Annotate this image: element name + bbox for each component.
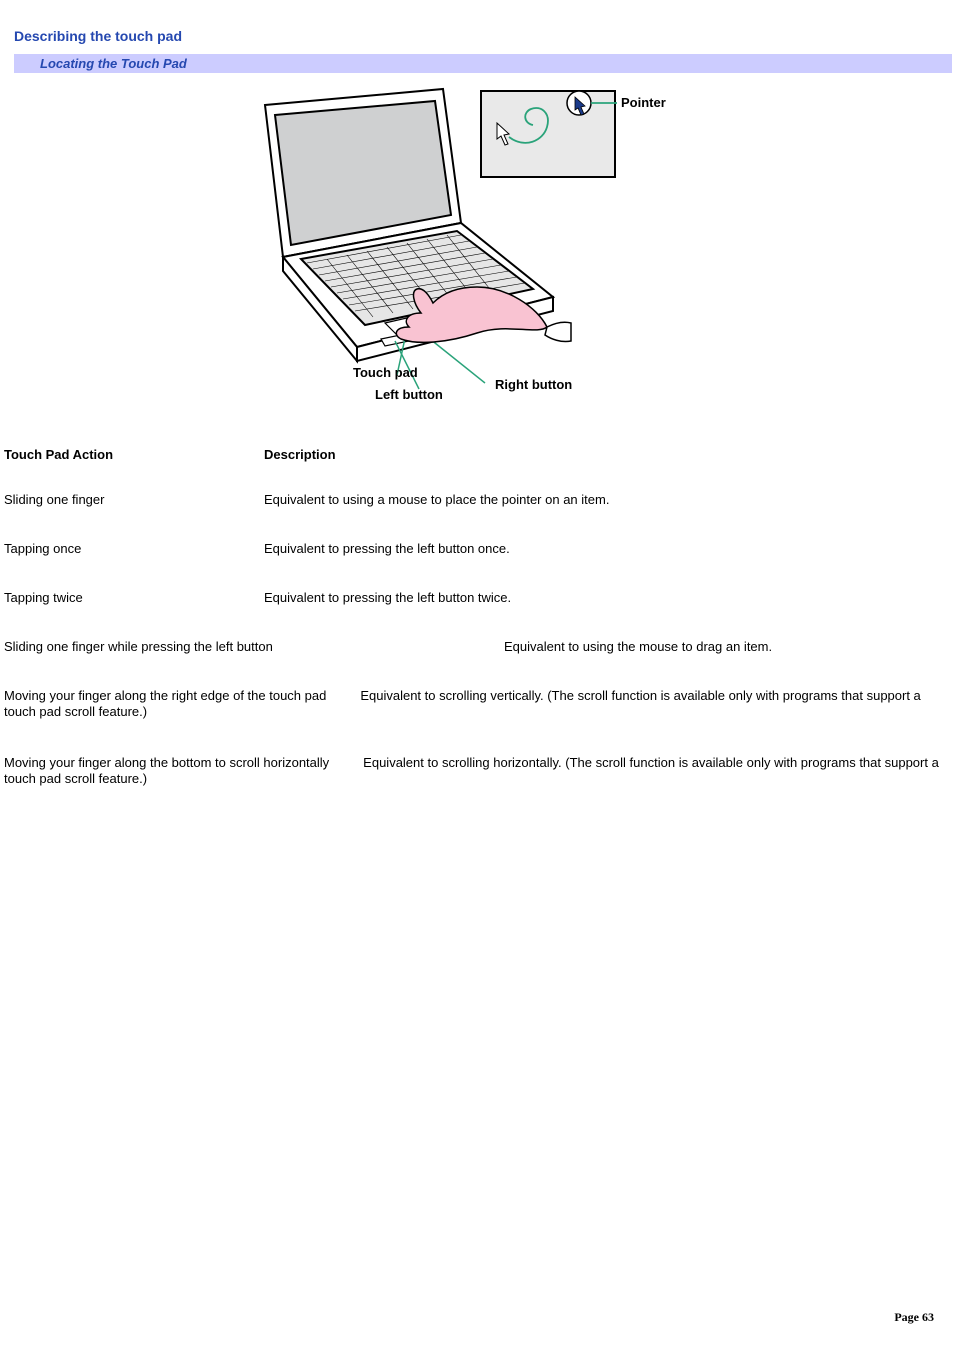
- cell-action: Moving your finger along the right edge …: [4, 688, 326, 703]
- section-subheading: Locating the Touch Pad: [14, 54, 952, 73]
- table-row: Tapping onceEquivalent to pressing the l…: [4, 541, 950, 556]
- table-row: Moving your finger along the bottom to s…: [4, 755, 950, 788]
- laptop-illustration: [247, 87, 707, 417]
- cell-description: Equivalent to using a mouse to place the…: [264, 492, 950, 507]
- cell-description: Equivalent to pressing the left button o…: [264, 541, 950, 556]
- label-left-button: Left button: [375, 387, 443, 402]
- page-number-value: 63: [922, 1310, 934, 1324]
- cell-action: Tapping twice: [4, 590, 264, 605]
- page-number: Page 63: [894, 1310, 934, 1325]
- table-header-row: Touch Pad Action Description: [4, 447, 950, 462]
- document-page: Describing the touch pad Locating the To…: [0, 0, 954, 1351]
- cell-action: Sliding one finger: [4, 492, 264, 507]
- col-header-description: Description: [264, 447, 950, 462]
- touchpad-diagram: Pointer Touch pad Left button Right butt…: [247, 87, 707, 417]
- page-number-label: Page: [894, 1310, 919, 1324]
- touchpad-action-table: Touch Pad Action Description Sliding one…: [0, 447, 954, 787]
- col-header-action: Touch Pad Action: [4, 447, 264, 462]
- cell-description: Equivalent to using the mouse to drag an…: [504, 639, 950, 654]
- label-pointer: Pointer: [621, 95, 666, 110]
- table-row: Sliding one finger while pressing the le…: [4, 639, 950, 654]
- table-row: Sliding one fingerEquivalent to using a …: [4, 492, 950, 507]
- table-row: Moving your finger along the right edge …: [4, 688, 950, 721]
- cell-action: Moving your finger along the bottom to s…: [4, 755, 329, 770]
- cell-description: Equivalent to pressing the left button t…: [264, 590, 950, 605]
- label-touch-pad: Touch pad: [353, 365, 418, 380]
- cell-action: Tapping once: [4, 541, 264, 556]
- cell-action: Sliding one finger while pressing the le…: [4, 639, 504, 654]
- page-title: Describing the touch pad: [14, 28, 954, 44]
- diagram-container: Pointer Touch pad Left button Right butt…: [0, 87, 954, 417]
- table-row: Tapping twiceEquivalent to pressing the …: [4, 590, 950, 605]
- label-right-button: Right button: [495, 377, 572, 392]
